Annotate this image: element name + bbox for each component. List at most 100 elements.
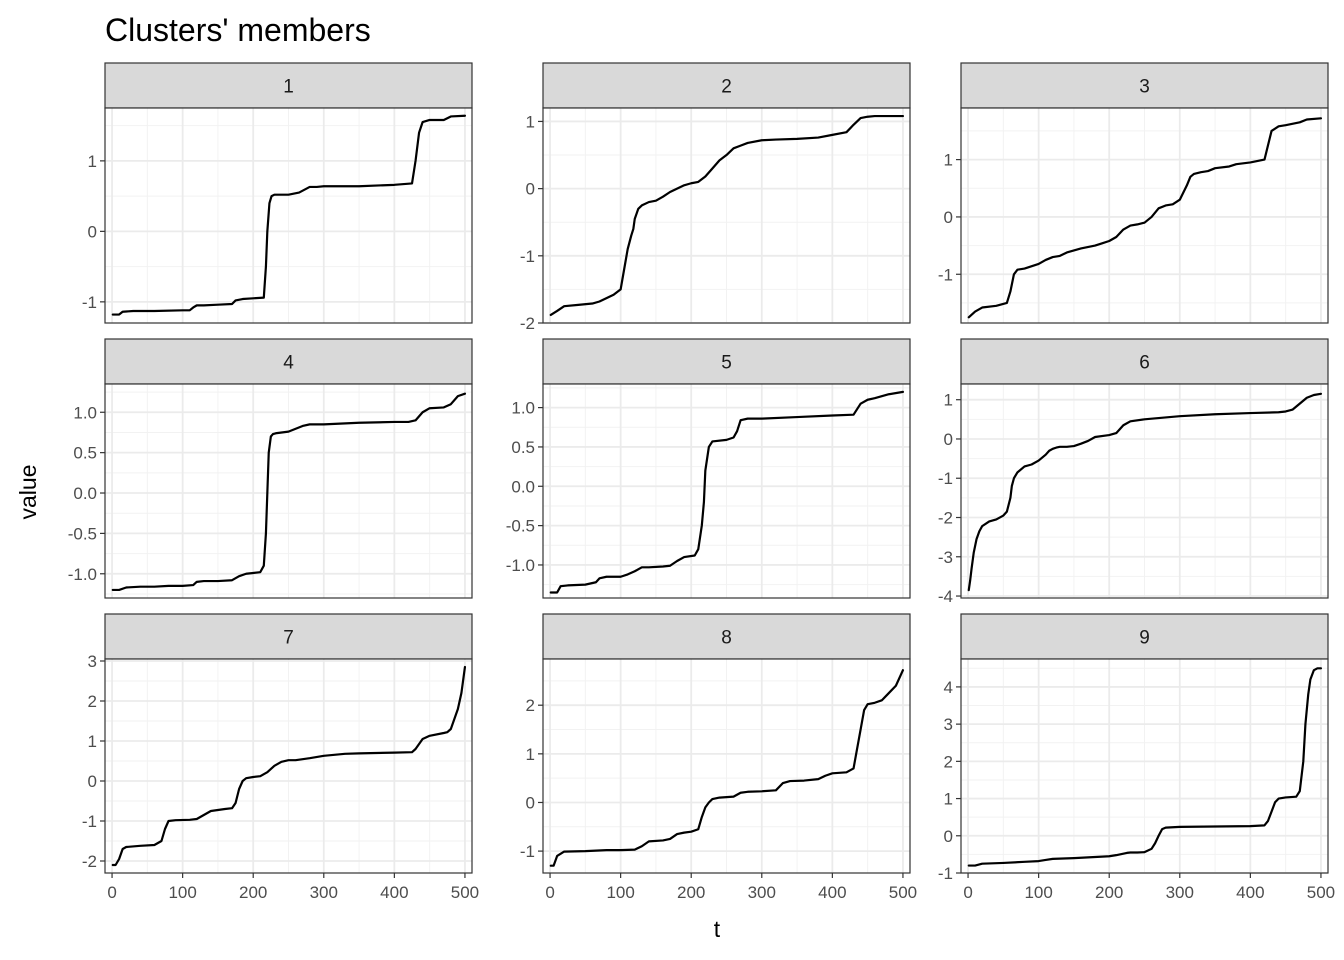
facet-panels: 1 -1 0 1 2 -2 -1 0 1 3 -1 0 1 4 -1.0 -0.5 0.0 0.5 1.0 5 -1.0… xyxy=(68,62,1335,902)
x-tick-label: 400 xyxy=(380,883,408,902)
facet-strip xyxy=(104,62,473,109)
y-tick-label: -1.0 xyxy=(506,556,535,575)
x-tick-label: 300 xyxy=(1166,883,1194,902)
y-tick-label: -1 xyxy=(82,293,97,312)
x-axis-title: t xyxy=(714,916,721,942)
y-tick-label: -1 xyxy=(520,247,535,266)
panel-border xyxy=(542,658,911,874)
facet-strip-label: 6 xyxy=(1139,353,1150,374)
y-tick-label: -3 xyxy=(938,548,953,567)
facet-panel-5: 5 -1.0 -0.5 0.0 0.5 1.0 xyxy=(506,338,911,599)
y-tick-label: 1 xyxy=(526,745,535,764)
chart-title: Clusters' members xyxy=(105,12,371,48)
facet-strip-label: 4 xyxy=(283,353,294,374)
facet-strip-label: 8 xyxy=(721,628,732,649)
series-line xyxy=(549,114,905,317)
facet-strip xyxy=(104,338,473,385)
facet-strip xyxy=(542,338,911,385)
facet-strip xyxy=(960,613,1329,660)
y-tick-label: -0.5 xyxy=(68,524,97,543)
x-tick-label: 100 xyxy=(168,883,196,902)
x-tick-label: 400 xyxy=(1236,883,1264,902)
y-tick-label: -1 xyxy=(520,842,535,861)
y-tick-label: -1 xyxy=(938,864,953,883)
facet-strip-label: 9 xyxy=(1139,628,1150,649)
y-tick-label: 3 xyxy=(944,715,953,734)
series-line xyxy=(549,669,905,867)
facet-strip-label: 3 xyxy=(1139,77,1150,98)
facet-panel-1: 1 -1 0 1 xyxy=(82,62,473,324)
series-line xyxy=(967,392,1323,592)
x-tick-label: 500 xyxy=(889,883,917,902)
y-tick-label: -0.5 xyxy=(506,517,535,536)
panel-border xyxy=(542,107,911,324)
facet-panel-6: 6 -4 -3 -2 -1 0 1 xyxy=(938,338,1329,606)
facet-strip xyxy=(104,613,473,660)
facet-strip xyxy=(960,338,1329,385)
series-line xyxy=(111,114,467,316)
facet-strip-label: 5 xyxy=(721,353,732,374)
facet-panel-8: 8 -1 0 1 2 0 100 200 300 400 500 xyxy=(520,613,917,902)
facet-strip xyxy=(960,62,1329,109)
x-tick-label: 100 xyxy=(1024,883,1052,902)
facet-panel-9: 9 -1 0 1 2 3 4 0 100 200 300 400 500 xyxy=(938,613,1335,902)
y-tick-label: -4 xyxy=(938,587,953,606)
y-tick-label: 1 xyxy=(526,112,535,131)
y-tick-label: -1 xyxy=(938,469,953,488)
y-tick-label: 2 xyxy=(944,752,953,771)
panel-border xyxy=(960,383,1329,599)
x-tick-label: 200 xyxy=(677,883,705,902)
y-tick-label: 1 xyxy=(88,152,97,171)
y-tick-label: 0 xyxy=(88,772,97,791)
series-line xyxy=(967,117,1323,319)
panel-border xyxy=(104,107,473,324)
facet-panel-2: 2 -2 -1 0 1 xyxy=(520,62,911,333)
facet-strip-label: 1 xyxy=(283,77,294,98)
panel-border xyxy=(104,658,473,874)
y-tick-label: -2 xyxy=(82,852,97,871)
y-tick-label: 0.0 xyxy=(73,484,97,503)
series-line xyxy=(967,667,1323,867)
series-line xyxy=(111,392,467,592)
y-tick-label: 4 xyxy=(944,678,953,697)
y-tick-label: 1.0 xyxy=(511,399,535,418)
facet-strip-label: 7 xyxy=(283,628,294,649)
panel-border xyxy=(960,658,1329,874)
y-tick-label: 1 xyxy=(944,151,953,170)
panel-border xyxy=(960,107,1329,324)
panel-border xyxy=(542,383,911,599)
y-tick-label: -1 xyxy=(938,265,953,284)
y-tick-label: 0 xyxy=(526,793,535,812)
y-tick-label: -2 xyxy=(520,314,535,333)
x-tick-label: 300 xyxy=(748,883,776,902)
x-tick-label: 400 xyxy=(818,883,846,902)
panel-border xyxy=(104,383,473,599)
x-tick-label: 300 xyxy=(310,883,338,902)
y-tick-label: 0 xyxy=(944,430,953,449)
y-tick-label: 0 xyxy=(88,222,97,241)
y-tick-label: -2 xyxy=(938,509,953,528)
y-tick-label: 1 xyxy=(944,790,953,809)
y-tick-label: -1.0 xyxy=(68,565,97,584)
x-tick-label: 200 xyxy=(239,883,267,902)
x-tick-label: 200 xyxy=(1095,883,1123,902)
facet-panel-7: 7 -2 -1 0 1 2 3 0 100 200 300 400 500 xyxy=(82,613,479,902)
x-tick-label: 0 xyxy=(107,883,116,902)
y-tick-label: 0.0 xyxy=(511,477,535,496)
y-tick-label: 2 xyxy=(88,692,97,711)
y-tick-label: 1.0 xyxy=(73,403,97,422)
facet-panel-4: 4 -1.0 -0.5 0.0 0.5 1.0 xyxy=(68,338,473,599)
y-tick-label: -1 xyxy=(82,812,97,831)
y-tick-label: 1 xyxy=(944,391,953,410)
x-tick-label: 500 xyxy=(451,883,479,902)
y-tick-label: 0 xyxy=(944,827,953,846)
x-tick-label: 0 xyxy=(545,883,554,902)
y-axis-title: value xyxy=(15,465,41,520)
facet-strip xyxy=(542,62,911,109)
y-tick-label: 2 xyxy=(526,696,535,715)
facet-strip xyxy=(542,613,911,660)
series-line xyxy=(111,665,467,867)
y-tick-label: 3 xyxy=(88,652,97,671)
facet-panel-3: 3 -1 0 1 xyxy=(938,62,1329,324)
